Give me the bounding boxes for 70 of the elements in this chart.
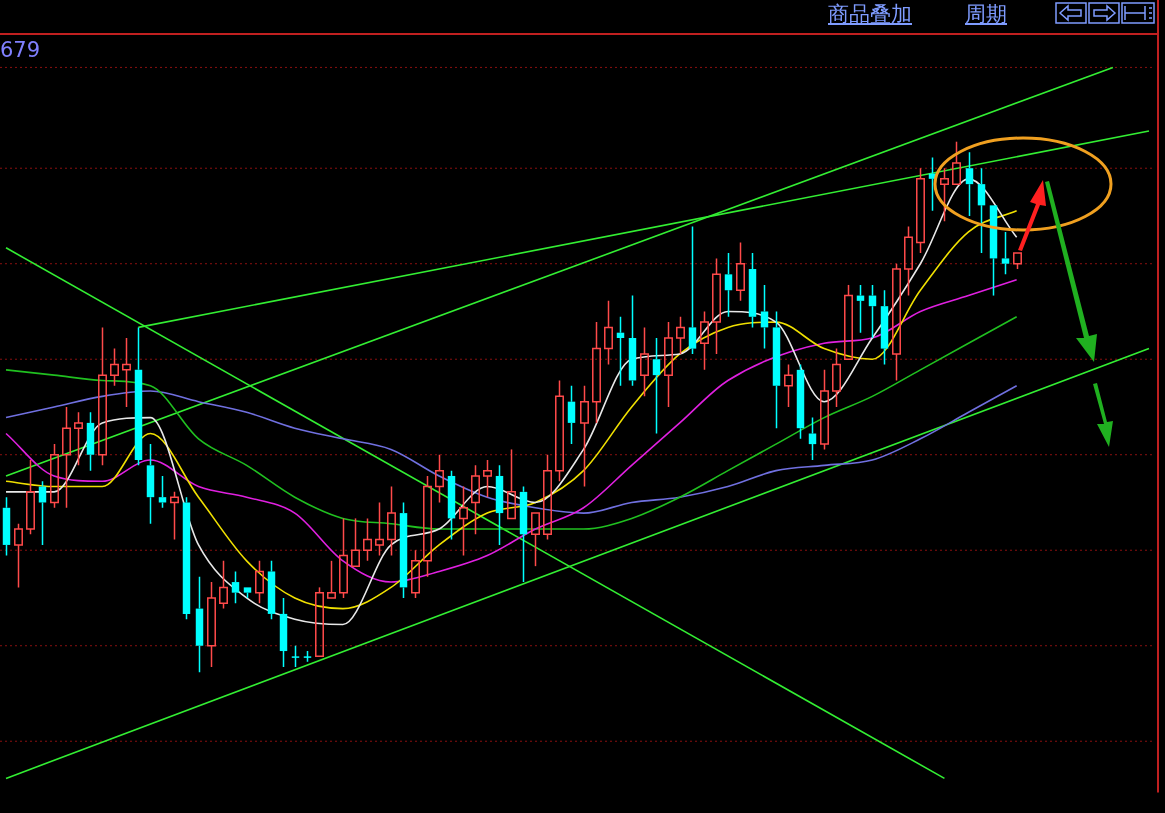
candlestick — [543, 453, 552, 541]
candlestick — [628, 294, 637, 387]
candlestick — [122, 337, 131, 408]
candlestick — [904, 225, 913, 297]
candlestick — [519, 485, 528, 583]
candlestick — [375, 501, 384, 557]
candlestick — [219, 560, 228, 610]
candlestick — [483, 459, 492, 498]
candlestick — [940, 167, 949, 223]
candlestick — [207, 581, 216, 668]
candlestick — [724, 252, 733, 318]
candlestick — [664, 321, 673, 408]
candlestick — [447, 469, 456, 541]
candlestick — [784, 363, 793, 408]
candlestick — [2, 496, 11, 557]
candlestick — [110, 347, 119, 387]
candlestick — [676, 316, 685, 355]
candlestick — [495, 464, 504, 546]
text: 商品叠加 — [828, 1, 912, 28]
candlestick — [363, 517, 372, 562]
candlestick — [748, 252, 757, 329]
candlestick — [952, 140, 961, 185]
candlestick — [567, 385, 576, 445]
candlestick — [820, 369, 829, 451]
candlestick — [652, 337, 661, 435]
candlestick — [555, 379, 564, 483]
candlestick — [688, 225, 697, 355]
candlestick — [14, 522, 23, 589]
candlestick — [760, 284, 769, 350]
text: 周期 — [965, 1, 1007, 28]
candlestick — [736, 241, 745, 302]
candlestick — [387, 485, 396, 557]
candlestick — [471, 464, 480, 536]
candlestick — [291, 644, 300, 668]
candlestick — [98, 326, 107, 467]
text: 679 — [0, 38, 41, 62]
candlestick — [892, 262, 901, 382]
candlestick — [74, 411, 83, 467]
candlestick — [880, 289, 889, 366]
candlestick — [592, 321, 601, 424]
candlestick — [832, 347, 841, 408]
candlestick — [435, 453, 444, 504]
candlestick — [327, 560, 336, 599]
candlestick — [399, 501, 408, 599]
candlestick — [279, 597, 288, 668]
candlestick — [916, 167, 925, 254]
candlestick — [459, 485, 468, 557]
candlestick — [170, 491, 179, 541]
candlestick — [26, 459, 35, 536]
candlestick — [507, 448, 516, 520]
candlestick — [134, 326, 143, 467]
candlestick — [231, 570, 240, 605]
candlestick — [62, 406, 71, 509]
candlestick — [423, 475, 432, 578]
candlestick — [146, 443, 155, 525]
candlestick — [712, 257, 721, 355]
candlestick — [195, 576, 204, 674]
candlestick — [339, 517, 348, 599]
candlestick — [604, 300, 613, 366]
candlestick — [640, 326, 649, 398]
candlestick — [1001, 231, 1010, 276]
candlestick — [977, 167, 986, 254]
candlestick — [580, 385, 589, 488]
candlestick — [965, 151, 974, 217]
candlestick — [772, 310, 781, 429]
candlestick — [351, 517, 360, 567]
candlestick — [700, 310, 709, 371]
candlestick — [255, 560, 264, 605]
candlestick — [86, 411, 95, 472]
candlestick — [531, 512, 540, 567]
